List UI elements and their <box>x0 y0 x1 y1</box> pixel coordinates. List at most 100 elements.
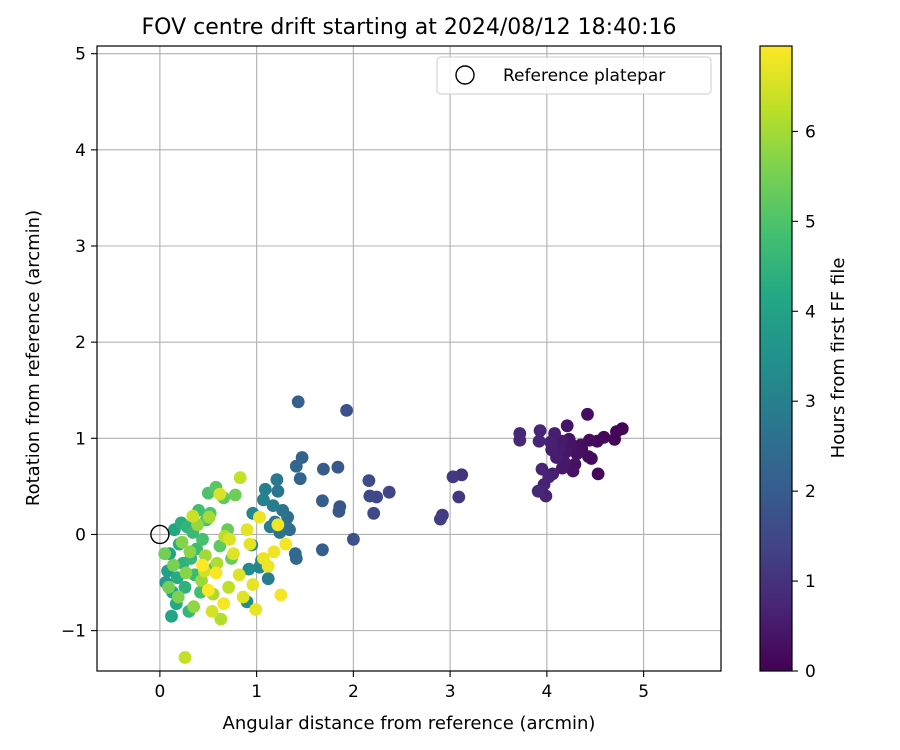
data-point <box>274 588 288 602</box>
data-point <box>566 464 580 478</box>
data-point <box>243 537 257 551</box>
legend-box <box>436 56 712 95</box>
data-point <box>222 580 236 594</box>
colorbar-tick-label: 5 <box>805 212 816 232</box>
data-point <box>258 482 272 496</box>
data-point <box>214 612 228 626</box>
x-tick-label: 0 <box>154 682 165 702</box>
data-point <box>434 512 447 526</box>
y-axis-ticks: −1 0 1 2 3 4 5 <box>61 45 97 642</box>
data-point <box>233 471 247 485</box>
data-point <box>187 600 201 613</box>
data-point <box>279 537 293 551</box>
x-axis-ticks: 0 1 2 3 4 5 <box>154 671 649 702</box>
data-point <box>570 447 584 461</box>
data-point <box>196 558 209 572</box>
legend-entry-label: Reference platepar <box>503 66 665 86</box>
data-point <box>217 597 231 611</box>
legend-reference-marker <box>455 65 475 85</box>
data-point <box>363 489 377 503</box>
data-point <box>452 490 466 504</box>
data-point <box>535 462 549 476</box>
x-axis-label: Angular distance from reference (arcmin) <box>223 713 596 734</box>
data-point <box>202 510 216 524</box>
data-point <box>213 539 227 553</box>
data-point <box>236 590 250 604</box>
data-point <box>199 549 212 562</box>
data-point <box>249 603 263 616</box>
data-point <box>581 407 594 421</box>
colorbar-tick-label: 0 <box>805 662 816 682</box>
colorbar-tick-label: 6 <box>805 122 816 142</box>
data-point <box>362 474 376 487</box>
data-point <box>178 580 192 594</box>
colorbar-tick-label: 4 <box>805 302 816 322</box>
data-point <box>446 470 460 484</box>
data-point <box>291 395 305 409</box>
data-point <box>293 472 307 486</box>
y-tick-label: −1 <box>61 622 86 642</box>
data-point <box>183 545 197 559</box>
data-point <box>288 547 302 561</box>
grid <box>97 46 721 671</box>
data-point <box>162 580 176 594</box>
data-points <box>158 395 629 664</box>
colorbar-tick-label: 3 <box>805 392 816 412</box>
data-point <box>253 510 266 524</box>
data-point <box>261 572 275 586</box>
data-point <box>266 499 280 512</box>
data-point <box>195 574 208 587</box>
colorbar-tick-label: 2 <box>805 482 816 502</box>
data-point <box>367 506 381 520</box>
data-point <box>608 432 621 446</box>
data-point <box>316 494 329 508</box>
data-point <box>246 578 260 591</box>
data-point <box>544 435 558 449</box>
y-tick-label: 4 <box>75 141 86 161</box>
data-point <box>209 566 223 580</box>
x-tick-label: 4 <box>541 682 552 702</box>
data-point <box>175 535 189 549</box>
data-point <box>531 484 545 498</box>
colorbar-ticks: 0 1 2 3 4 5 6 <box>792 122 816 682</box>
reference-platepar-marker <box>150 524 170 545</box>
x-tick-label: 1 <box>251 682 262 702</box>
plot-frame <box>96 45 722 672</box>
data-point <box>316 543 329 557</box>
data-point <box>513 433 527 447</box>
chart-title: FOV centre drift starting at 2024/08/12 … <box>142 15 677 40</box>
data-point <box>340 404 353 417</box>
legend: Reference platepar <box>436 56 712 95</box>
data-point <box>331 460 345 474</box>
data-point <box>242 562 256 576</box>
data-point <box>167 558 180 572</box>
data-point <box>186 509 200 523</box>
colorbar-tick-label: 1 <box>805 572 816 592</box>
data-point <box>555 461 569 475</box>
y-tick-label: 2 <box>75 333 86 353</box>
data-point <box>532 434 546 448</box>
data-point <box>223 532 236 546</box>
data-point <box>591 467 605 481</box>
data-point <box>171 590 185 604</box>
data-point <box>178 651 192 664</box>
y-tick-label: 5 <box>75 45 86 65</box>
data-point <box>317 462 330 476</box>
data-point <box>382 485 396 499</box>
colorbar-label: Hours from first FF file <box>828 258 849 459</box>
data-point <box>228 488 242 502</box>
data-point <box>289 459 303 473</box>
x-tick-label: 2 <box>348 682 359 702</box>
data-point <box>201 583 215 597</box>
data-point <box>276 504 290 517</box>
y-tick-label: 0 <box>75 525 86 545</box>
data-point <box>332 505 346 518</box>
data-point <box>261 559 275 573</box>
data-point <box>270 473 284 487</box>
data-point <box>179 566 193 580</box>
data-point <box>560 419 574 433</box>
data-point <box>257 493 270 507</box>
data-point <box>240 523 254 537</box>
data-point <box>267 545 281 559</box>
